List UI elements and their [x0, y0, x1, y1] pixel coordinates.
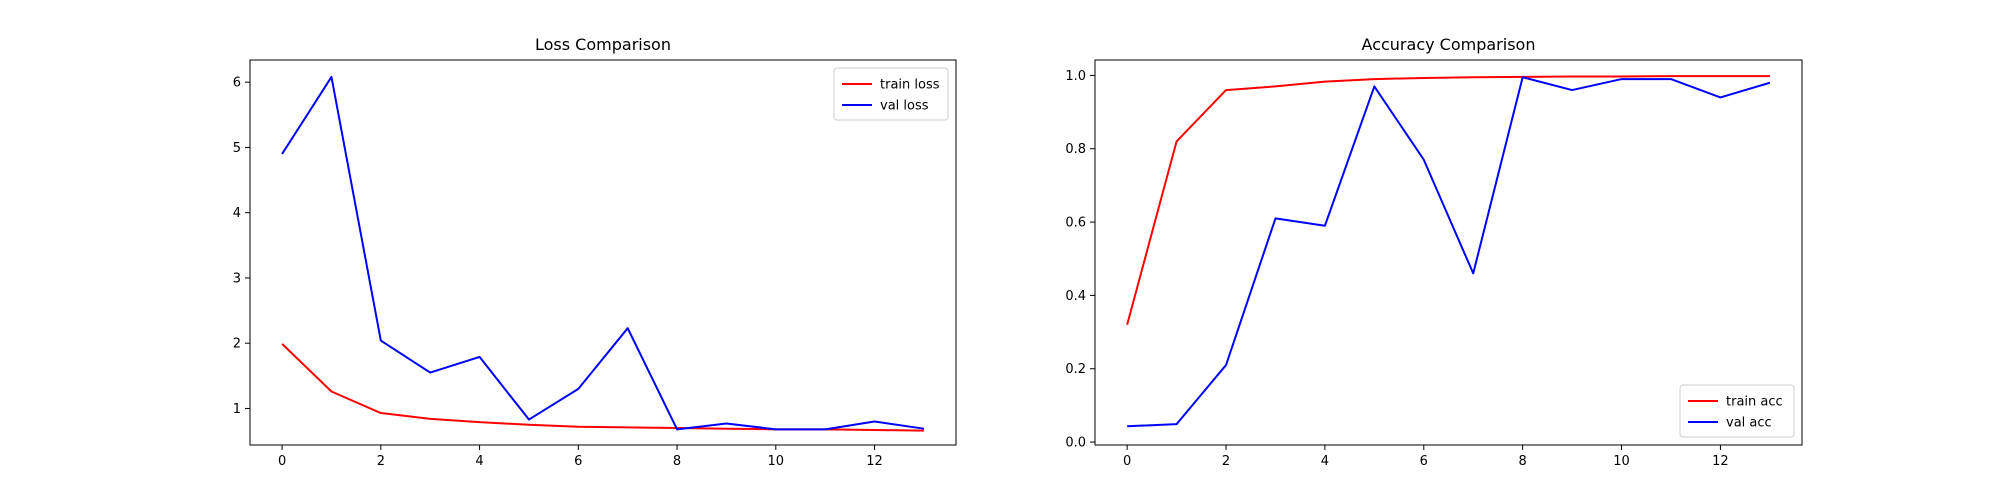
- legend: train acc val acc: [1679, 384, 1795, 438]
- series-line-val-acc: [1127, 76, 1771, 428]
- y-tick-label: 0.0: [1065, 436, 1086, 451]
- legend-label: train acc: [1726, 395, 1783, 410]
- x-tick-label: 6: [574, 454, 582, 469]
- y-tick-label: 0.2: [1065, 362, 1086, 377]
- legend-box: [833, 67, 949, 121]
- series-line-val-loss: [281, 75, 925, 431]
- y-tick-label: 0.6: [1065, 216, 1086, 231]
- y-tick-label: 0.4: [1065, 289, 1086, 304]
- x-tick-label: 10: [1613, 454, 1630, 469]
- legend-label: val loss: [880, 99, 929, 114]
- y-tick-label: 1: [233, 402, 241, 417]
- y-tick-label: 5: [233, 141, 241, 156]
- x-tick-label: 0: [1123, 454, 1131, 469]
- legend: train loss val loss: [833, 67, 949, 121]
- y-tick-label: 0.8: [1065, 142, 1086, 157]
- x-tick-label: 2: [1222, 454, 1230, 469]
- x-tick-label: 12: [866, 454, 883, 469]
- y-tick-label: 2: [233, 337, 241, 352]
- series-line-train-loss: [281, 343, 924, 432]
- legend-label: train loss: [880, 78, 940, 93]
- y-tick-label: 3: [233, 271, 241, 286]
- chart-title: Loss Comparison: [535, 35, 671, 54]
- x-tick-label: 0: [278, 454, 286, 469]
- x-tick-label: 8: [1519, 454, 1527, 469]
- x-tick-label: 4: [1321, 454, 1329, 469]
- x-tick-label: 4: [475, 454, 483, 469]
- legend-label: val acc: [1726, 416, 1772, 431]
- y-tick-label: 6: [233, 76, 241, 91]
- plot-frame: [1094, 59, 1803, 446]
- x-tick-label: 6: [1420, 454, 1428, 469]
- x-tick-label: 10: [768, 454, 785, 469]
- x-tick-label: 8: [673, 454, 681, 469]
- y-tick-label: 1.0: [1065, 69, 1086, 84]
- x-tick-label: 12: [1712, 454, 1729, 469]
- legend-box: [1679, 384, 1795, 438]
- chart-title: Accuracy Comparison: [1362, 35, 1536, 54]
- series-line-train-acc: [1126, 75, 1770, 325]
- chart-1: Accuracy Comparison 0 2 4 6 8 10 12 0.0 0.2 0.4 0.6…: [1065, 35, 1803, 469]
- y-tick-label: 4: [233, 206, 241, 221]
- x-tick-label: 2: [377, 454, 385, 469]
- plot-frame: [249, 59, 957, 446]
